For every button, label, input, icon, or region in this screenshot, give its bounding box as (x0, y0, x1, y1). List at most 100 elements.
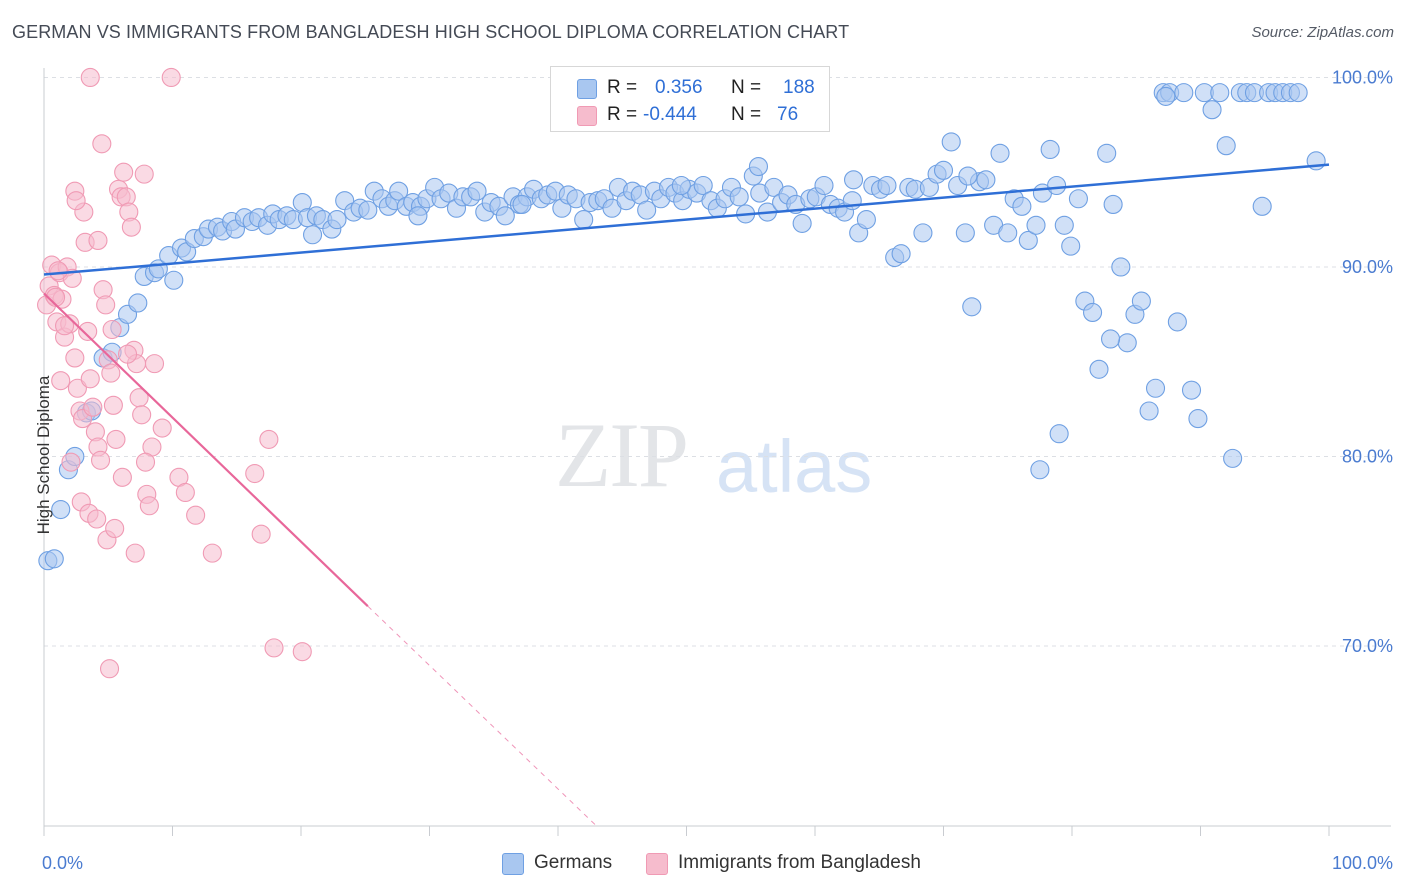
germans-point (671, 175, 691, 196)
germans-point (990, 143, 1010, 163)
y-tick-label: 80.0% (1342, 446, 1393, 466)
germans-point (1210, 83, 1230, 103)
bangladesh-point (112, 467, 132, 487)
germans-point (958, 166, 978, 186)
germans-point (729, 187, 749, 207)
bangladesh-point (87, 509, 107, 529)
bottom-legend-label: Germans (534, 852, 613, 873)
bangladesh-trend-extension (367, 605, 597, 827)
germans-point (913, 223, 933, 243)
legend-row-germans: R = 0.356 N = 188 (551, 74, 829, 100)
germans-point (955, 223, 975, 243)
germans-point (51, 499, 71, 520)
bangladesh-points (37, 67, 312, 679)
bangladesh-point (103, 395, 123, 415)
germans-point (891, 244, 911, 264)
germans-point (941, 132, 961, 152)
germans-point (1145, 378, 1166, 398)
germans-point (495, 206, 515, 226)
germans-point (1061, 236, 1081, 256)
bangladesh-point (67, 378, 87, 398)
germans-trend-line (43, 163, 1330, 276)
germans-point (44, 549, 64, 569)
germans-point (962, 297, 982, 317)
germans-point (467, 181, 487, 201)
legend-swatch-germans (577, 79, 597, 99)
germans-point (408, 206, 428, 226)
germans-point (843, 170, 864, 190)
germans-point (1288, 83, 1308, 103)
bangladesh-point (202, 543, 222, 563)
bangladesh-point (135, 452, 156, 472)
bangladesh-point (152, 418, 172, 438)
germans-point (389, 181, 409, 201)
legend-row-bangladesh: R = -0.444 N = 76 (551, 101, 829, 127)
germans-point (1188, 409, 1208, 429)
bangladesh-point (105, 518, 125, 539)
germans-point (814, 175, 834, 196)
bangladesh-point (144, 354, 165, 374)
bangladesh-point (99, 659, 120, 679)
germans-point (303, 225, 323, 245)
bangladesh-point (292, 642, 312, 662)
bangladesh-point (175, 482, 195, 503)
germans-point (933, 160, 954, 180)
germans-point (358, 200, 378, 220)
germans-point (1252, 196, 1272, 216)
germans-point (1068, 189, 1088, 209)
bangladesh-point (66, 191, 86, 211)
legend-r-label: R = (607, 77, 638, 98)
bangladesh-point (102, 319, 122, 340)
germans-point (856, 210, 876, 230)
bangladesh-point (80, 369, 100, 389)
x-tick-label: 100.0% (1332, 853, 1393, 873)
legend-r-value: -0.444 (643, 104, 697, 125)
y-axis-label: High School Diploma (34, 375, 53, 535)
bottom-legend-swatch (646, 853, 668, 875)
bangladesh-point (161, 67, 181, 88)
bangladesh-point (259, 429, 279, 449)
source-label: Source: ZipAtlas.com (1251, 24, 1394, 41)
bangladesh-point (121, 217, 141, 237)
germans-point (574, 210, 594, 230)
bangladesh-point (80, 67, 100, 88)
germans-point (637, 200, 657, 220)
bangladesh-point (48, 261, 68, 281)
germans-point (1018, 230, 1038, 250)
bangladesh-point (106, 429, 126, 449)
bangladesh-point (78, 321, 98, 341)
germans-point (1030, 460, 1050, 480)
germans-point (1167, 312, 1187, 332)
y-tick-label: 100.0% (1332, 67, 1393, 87)
germans-point (1139, 401, 1159, 421)
bangladesh-point (92, 134, 112, 154)
y-tick-labels: 70.0% 80.0% 90.0% 100.0% (1332, 67, 1393, 655)
germans-point (164, 270, 184, 290)
germans-point (1131, 291, 1151, 311)
bottom-legend-swatch (502, 853, 524, 875)
germans-point (512, 194, 532, 214)
bangladesh-point (251, 524, 271, 544)
germans-point (1049, 424, 1069, 444)
germans-point (1089, 359, 1109, 379)
trend-lines (43, 163, 1330, 827)
germans-point (1101, 329, 1121, 349)
legend-r-label: R = (607, 104, 638, 125)
bangladesh-point (125, 543, 145, 563)
bangladesh-point (134, 164, 154, 184)
bangladesh-point (245, 463, 265, 484)
bangladesh-point (90, 450, 111, 470)
gridlines (44, 76, 1389, 647)
legend-n-value: 188 (783, 77, 815, 98)
germans-point (1103, 194, 1123, 214)
legend-n-label: N = (731, 77, 762, 98)
germans-point (998, 223, 1018, 243)
correlation-legend: R = 0.356 N = 188 R = -0.444 N = 76 (550, 66, 830, 132)
germans-point (1054, 215, 1074, 235)
germans-point (1181, 380, 1202, 400)
y-tick-label: 90.0% (1342, 257, 1393, 277)
bangladesh-point (186, 505, 206, 525)
chart-title: GERMAN VS IMMIGRANTS FROM BANGLADESH HIG… (12, 22, 850, 42)
germans-point (1117, 333, 1137, 353)
germans-point (748, 156, 769, 177)
